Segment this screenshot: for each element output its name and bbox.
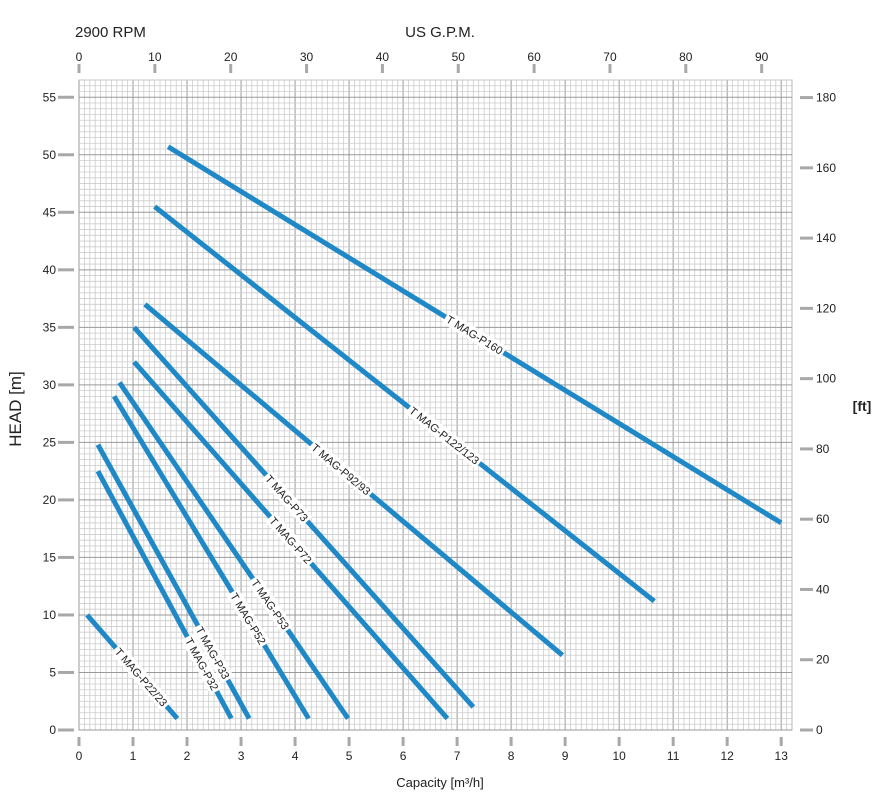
rpm-label: 2900 RPM (75, 24, 146, 41)
y2-axis-title: [ft] (853, 398, 872, 414)
y-tick-label: 45 (43, 205, 57, 219)
series-label-bg (260, 470, 313, 526)
series-label-bg (247, 574, 294, 634)
y-tick-label: 40 (43, 263, 57, 277)
series-line (153, 204, 656, 604)
y2-tick-label: 80 (816, 442, 830, 456)
chart-axes: 0 1 2 3 4 5 6 7 8 9 10 11 12 130 10 20 30 40 50 60 70 80 90051… (43, 50, 837, 763)
x-tick-label: 7 (454, 749, 461, 763)
y2-tick-label: 180 (816, 91, 836, 105)
top-tick-label: 30 (300, 50, 314, 64)
y2-tick-label: 140 (816, 231, 836, 245)
series-line (117, 381, 351, 720)
y2-tick-label: 20 (816, 653, 830, 667)
y-tick-label: 25 (43, 435, 57, 449)
series-label-bg (265, 512, 317, 569)
series-label-bg (307, 439, 376, 500)
top-tick-label: 90 (755, 50, 769, 64)
top-tick-label: 50 (452, 50, 466, 64)
series-label-bg (226, 588, 271, 649)
y-tick-label: 20 (43, 493, 57, 507)
top-axis-title: US G.P.M. (405, 24, 475, 41)
y-tick-label: 0 (49, 723, 56, 737)
top-tick-label: 40 (376, 50, 390, 64)
x-tick-label: 2 (184, 749, 191, 763)
series-label-bg (442, 311, 508, 359)
x-tick-label: 6 (400, 749, 407, 763)
y-tick-label: 10 (43, 608, 57, 622)
x-tick-label: 8 (508, 749, 515, 763)
series-line (111, 395, 311, 720)
x-tick-label: 3 (238, 749, 245, 763)
series-label-bg (404, 402, 484, 469)
top-tick-label: 20 (224, 50, 238, 64)
y2-tick-label: 100 (816, 372, 836, 386)
y2-tick-label: 0 (816, 723, 823, 737)
y2-tick-label: 40 (816, 582, 830, 596)
y-tick-label: 55 (43, 90, 57, 104)
x-axis-title: Capacity [m³/h] (396, 775, 483, 790)
top-tick-label: 0 (76, 50, 83, 64)
y-tick-label: 30 (43, 378, 57, 392)
series-label-bg (110, 643, 172, 711)
x-tick-label: 12 (721, 749, 735, 763)
x-tick-label: 9 (562, 749, 569, 763)
top-tick-label: 10 (148, 50, 162, 64)
x-tick-label: 1 (130, 749, 137, 763)
top-tick-label: 60 (527, 50, 541, 64)
x-tick-label: 10 (612, 749, 626, 763)
x-tick-label: 11 (667, 749, 680, 763)
y-tick-label: 5 (49, 665, 56, 679)
y-tick-label: 15 (43, 550, 57, 564)
x-tick-label: 5 (346, 749, 353, 763)
y-tick-label: 35 (43, 320, 57, 334)
x-tick-label: 13 (775, 749, 789, 763)
series-label-bg (181, 633, 223, 695)
top-tick-label: 70 (603, 50, 617, 64)
series-label-bg (191, 622, 234, 684)
y-axis-title: HEAD [m] (6, 371, 25, 447)
top-tick-label: 80 (679, 50, 693, 64)
x-tick-label: 4 (292, 749, 299, 763)
y-tick-label: 50 (43, 148, 57, 162)
y2-tick-label: 160 (816, 161, 836, 175)
y2-tick-label: 120 (816, 301, 836, 315)
y2-tick-label: 60 (816, 512, 830, 526)
x-tick-label: 0 (76, 749, 83, 763)
